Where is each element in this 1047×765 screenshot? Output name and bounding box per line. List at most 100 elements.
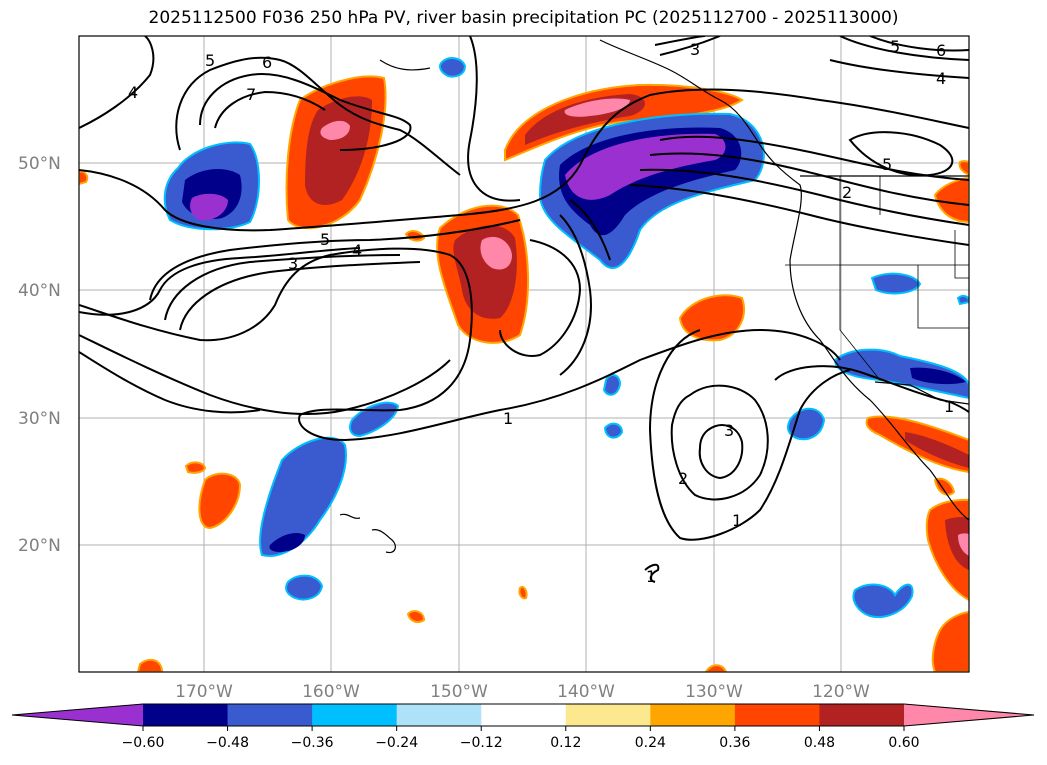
pv-contour-1 xyxy=(79,36,155,129)
coast-alaska xyxy=(599,39,969,521)
contour-label: 4 xyxy=(936,69,946,88)
lat-label: 50°N xyxy=(18,154,61,174)
lon-label: 120°W xyxy=(812,682,870,702)
contour-label: 4 xyxy=(352,241,362,260)
lon-label: 170°W xyxy=(175,682,233,702)
contour-label: 5 xyxy=(320,230,330,249)
pos-band-north xyxy=(504,83,744,162)
pv-contour-12 xyxy=(214,90,326,129)
pos-spot-small-6 xyxy=(79,170,89,186)
pv-contour-19 xyxy=(639,168,969,226)
contour-label: 6 xyxy=(936,41,946,60)
colorbar-tick-label: −0.48 xyxy=(206,735,249,751)
pos-band-se-peak xyxy=(958,533,969,556)
pv-contour-31 xyxy=(774,365,969,413)
neg-spot-north xyxy=(439,57,467,78)
pos-band-se-core xyxy=(945,517,969,570)
contour-label: 1 xyxy=(944,397,954,416)
colorbar-segment xyxy=(227,704,313,726)
neg-spot-small-1 xyxy=(602,374,622,396)
pv-contour-14 xyxy=(499,239,582,357)
neg-blob-west-peak xyxy=(190,193,228,221)
contour-label: 1 xyxy=(732,511,742,530)
pos-spot-small-2 xyxy=(406,610,426,623)
map-content: 4 5 6 7 3 5 6 4 5 4 3 1 3 2 1 1 2 5 1 xyxy=(79,36,969,672)
pv-contour-29 xyxy=(698,424,744,480)
contour-label: 3 xyxy=(724,421,734,440)
lat-label: 40°N xyxy=(18,281,61,301)
colorbar: −0.60 −0.48 −0.36 −0.24 −0.12 0.12 0.24 0.36 0.4… xyxy=(11,703,1035,751)
pv-contour-22 xyxy=(839,36,969,61)
colorbar-segment xyxy=(481,704,567,726)
pv-contour-13 xyxy=(467,36,521,202)
lon-label: 160°W xyxy=(302,682,360,702)
contour-label: 4 xyxy=(128,83,138,102)
pv-contours xyxy=(79,36,969,583)
contour-label: 5 xyxy=(205,51,215,70)
colorbar-tick-label: 0.60 xyxy=(888,735,919,751)
contour-label: 7 xyxy=(246,85,256,104)
neg-spot-se xyxy=(852,583,914,618)
coastlines xyxy=(339,39,969,554)
pos-blob-160w-core xyxy=(305,96,372,205)
lon-labels: 170°W 160°W 150°W 140°W 130°W 120°W xyxy=(175,682,870,702)
colorbar-extend-max xyxy=(904,704,1034,726)
pv-contour-11 xyxy=(199,73,412,151)
pv-contour-16 xyxy=(569,199,611,261)
pv-contour-2 xyxy=(79,247,841,442)
precip-shading xyxy=(79,57,969,672)
colorbar-tick-label: 0.36 xyxy=(719,735,750,751)
colorbar-tick-label: 0.12 xyxy=(550,735,581,751)
lon-label: 130°W xyxy=(685,682,743,702)
pos-spot-se-bottom xyxy=(931,610,969,672)
pos-spot-170w xyxy=(198,472,242,530)
colorbar-tick-label: −0.24 xyxy=(375,735,418,751)
colorbar-tick-label: −0.60 xyxy=(122,735,165,751)
pos-blob-160w-peak xyxy=(320,120,350,140)
pv-contour-27 xyxy=(648,329,851,541)
pv-contour-6 xyxy=(149,219,521,301)
map-frame xyxy=(78,35,970,673)
neg-spot-small-4 xyxy=(956,294,969,306)
pv-contour-15 xyxy=(559,214,592,376)
colorbar-extend-min xyxy=(12,704,143,726)
pv-contour-18 xyxy=(649,152,969,206)
lat-label: 20°N xyxy=(18,536,61,556)
pos-spot-east-50n-2 xyxy=(958,160,969,177)
lon-label: 150°W xyxy=(430,682,488,702)
state-lines xyxy=(785,176,969,381)
pv-contour-28 xyxy=(670,384,769,501)
colorbar-segment xyxy=(312,704,398,726)
contour-labels: 4 5 6 7 3 5 6 4 5 4 3 1 3 2 1 1 2 5 1 xyxy=(128,37,954,586)
pos-spot-small-5 xyxy=(518,586,528,600)
neg-spot-sw3 xyxy=(285,574,324,601)
pv-contour-9 xyxy=(79,88,969,232)
neg-spot-small-2 xyxy=(603,422,624,439)
figure-title: 2025112500 F036 250 hPa PV, river basin … xyxy=(148,8,899,28)
colorbar-segment xyxy=(143,704,229,726)
border-us-mexico xyxy=(874,381,969,405)
neg-band-southwest xyxy=(259,436,347,557)
colorbar-tick-label: 0.24 xyxy=(635,735,666,751)
pos-blob-center-peak xyxy=(480,236,512,270)
neg-blob-east-peak xyxy=(565,133,726,200)
pv-contour-20 xyxy=(629,184,969,246)
neg-band-southwest-core xyxy=(269,533,305,552)
coast-islands xyxy=(339,59,431,554)
lat-labels: 50°N 40°N 30°N 20°N xyxy=(18,154,61,556)
colorbar-segment xyxy=(396,704,482,726)
colorbar-segment xyxy=(565,704,651,726)
pv-contour-5 xyxy=(79,247,361,316)
pv-contour-24 xyxy=(829,59,969,79)
colorbar-segment xyxy=(650,704,736,726)
contour-label: 5 xyxy=(890,37,900,56)
contour-label: 2 xyxy=(678,469,688,488)
neg-band-coast-core xyxy=(910,367,966,385)
pv-contour-7 xyxy=(164,254,401,321)
pos-spot-135w xyxy=(678,294,745,342)
pos-band-mexico-core xyxy=(905,432,969,468)
pos-spot-east-50n xyxy=(933,176,969,224)
colorbar-segment xyxy=(734,704,820,726)
neg-spot-nevada xyxy=(870,272,922,295)
